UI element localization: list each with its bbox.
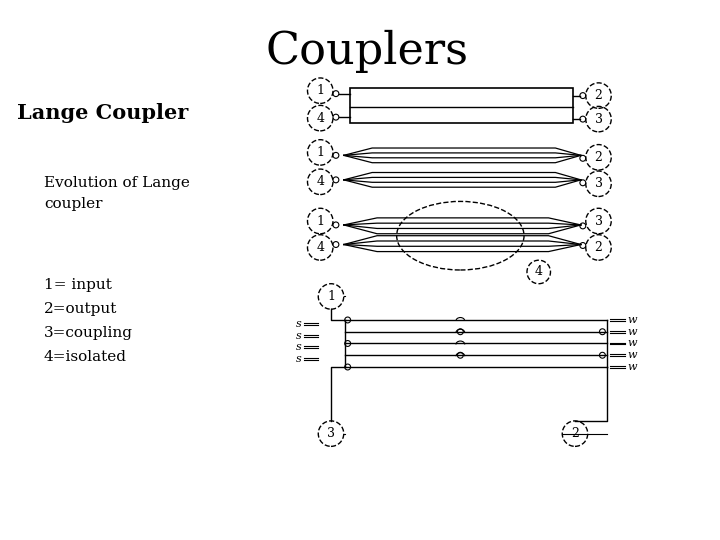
Text: 1: 1 bbox=[316, 84, 324, 97]
Text: 4: 4 bbox=[316, 241, 324, 254]
Text: 3: 3 bbox=[327, 427, 335, 440]
Text: w: w bbox=[627, 350, 636, 360]
Text: w: w bbox=[627, 327, 636, 337]
Text: 2: 2 bbox=[595, 89, 603, 102]
Text: w: w bbox=[627, 315, 636, 325]
Text: 4: 4 bbox=[316, 176, 324, 188]
Text: Couplers: Couplers bbox=[266, 30, 469, 73]
Text: 4: 4 bbox=[535, 266, 543, 279]
Text: 1= input
2=output
3=coupling
4=isolated: 1= input 2=output 3=coupling 4=isolated bbox=[44, 278, 133, 364]
Text: 2: 2 bbox=[595, 241, 603, 254]
Text: 2: 2 bbox=[595, 151, 603, 164]
Text: 4: 4 bbox=[316, 112, 324, 125]
Text: s: s bbox=[296, 354, 302, 364]
Text: 1: 1 bbox=[316, 146, 324, 159]
Text: s: s bbox=[296, 342, 302, 353]
Text: s: s bbox=[296, 319, 302, 329]
Text: 3: 3 bbox=[595, 214, 603, 227]
Text: Evolution of Lange
coupler: Evolution of Lange coupler bbox=[44, 176, 190, 211]
Text: 3: 3 bbox=[595, 177, 603, 190]
Text: w: w bbox=[627, 362, 636, 372]
Text: 1: 1 bbox=[316, 214, 324, 227]
Text: w: w bbox=[627, 339, 636, 348]
Text: s: s bbox=[296, 330, 302, 341]
Text: 3: 3 bbox=[595, 113, 603, 126]
Text: 1: 1 bbox=[327, 290, 335, 303]
Text: 2: 2 bbox=[571, 427, 579, 440]
Bar bbox=[350, 88, 573, 123]
Text: Lange Coupler: Lange Coupler bbox=[17, 103, 189, 123]
